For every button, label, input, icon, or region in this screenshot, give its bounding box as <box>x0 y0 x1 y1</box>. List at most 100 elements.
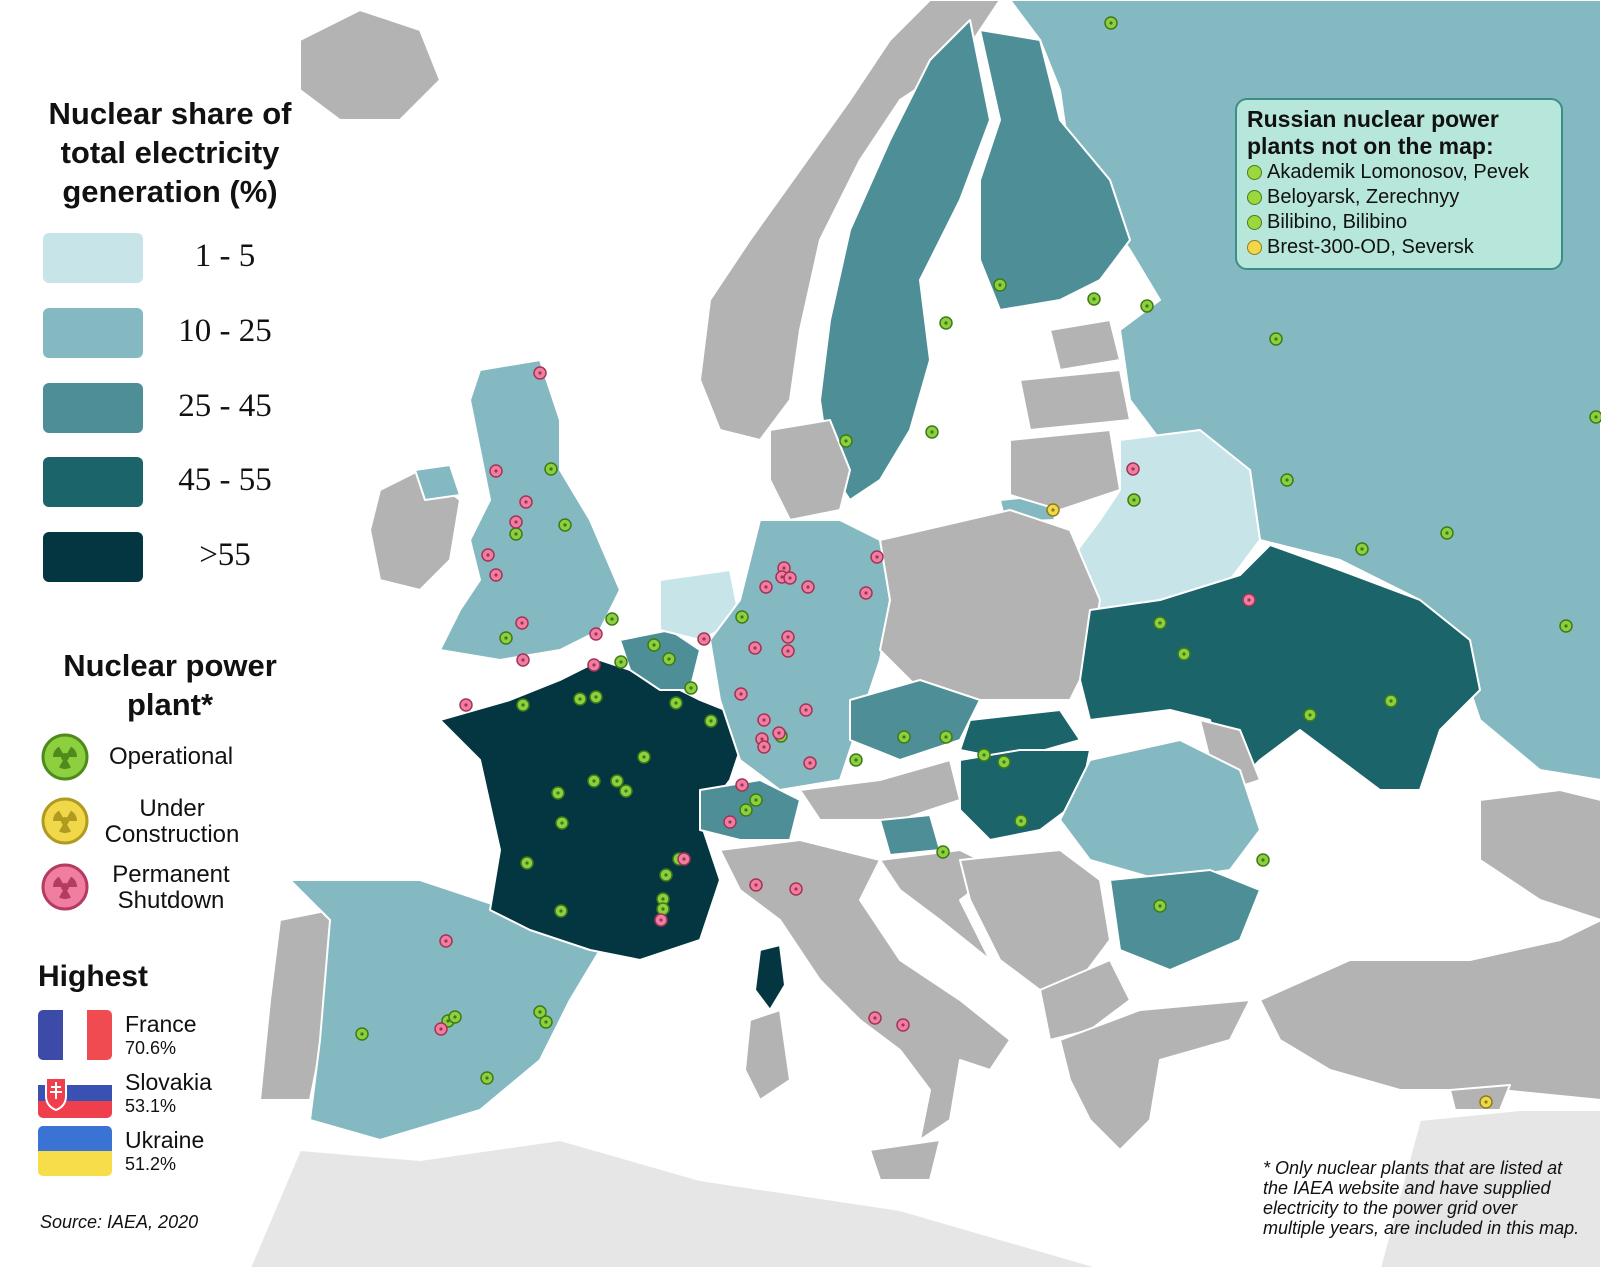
operational-plant-marker-core <box>1389 699 1393 703</box>
shutdown-plant-marker-core <box>782 566 786 570</box>
shutdown-plant-marker-core <box>806 585 810 589</box>
shutdown-plant-marker-core <box>760 737 764 741</box>
ukraine-flag <box>38 1126 112 1176</box>
operational-icon <box>41 733 89 781</box>
operational-plant-marker-core <box>1594 415 1598 419</box>
operational-plant-marker-core <box>485 1076 489 1080</box>
shutdown-plant-marker-core <box>486 553 490 557</box>
plant-markers <box>355 16 1601 1109</box>
operational-plant-marker-core <box>538 1010 542 1014</box>
operational-plant-marker-core <box>1360 547 1364 551</box>
footnote: * Only nuclear plants that are listed at… <box>1263 1158 1580 1238</box>
operational-dot-icon <box>1247 190 1262 205</box>
operational-plant-marker-core <box>504 636 508 640</box>
denmark-shape <box>769 419 851 521</box>
operational-plant-marker-core <box>652 643 656 647</box>
shutdown-plant-marker-core <box>804 708 808 712</box>
operational-plant-marker-core <box>514 532 518 536</box>
operational-plant-marker-core <box>1182 652 1186 656</box>
operational-plant-marker-core <box>661 897 665 901</box>
russia-plant-item: Bilibino, Bilibino <box>1247 210 1551 235</box>
operational-plant-marker-core <box>1274 337 1278 341</box>
finland-shape <box>979 29 1131 311</box>
uk-shape <box>439 359 621 661</box>
operational-plant-marker-core <box>592 779 596 783</box>
legend-label-10-25: 10 - 25 <box>178 313 272 349</box>
shutdown-plant-marker-core <box>521 658 525 662</box>
operational-plant-marker-core <box>560 821 564 825</box>
operational-dot-icon <box>1247 215 1262 230</box>
operational-plant-marker-core <box>944 321 948 325</box>
middle-east-shape <box>1379 1109 1601 1268</box>
operational-plant-marker-core <box>1564 624 1568 628</box>
operational-plant-marker-core <box>1261 858 1265 862</box>
operational-plant-marker-core <box>689 686 693 690</box>
operational-plant-marker-core <box>642 755 646 759</box>
under-construction-dot-icon <box>1247 240 1262 255</box>
highest-country-2: Slovakia <box>125 1069 212 1095</box>
legend-swatch-over-55 <box>43 532 143 582</box>
shutdown-plant-marker-core <box>592 663 596 667</box>
under-construction-plant-marker-core <box>1484 1100 1488 1104</box>
operational-plant-marker-core <box>1285 478 1289 482</box>
estonia-shape <box>1049 319 1121 371</box>
shutdown-plant-marker-core <box>864 591 868 595</box>
sicily-shape <box>869 1139 941 1181</box>
shutdown-plant-marker-core <box>728 820 732 824</box>
highest-value-2: 53.1% <box>125 1096 177 1116</box>
operational-plant-marker-core <box>661 907 665 911</box>
shutdown-plant-marker-core <box>808 761 812 765</box>
operational-plant-marker-core <box>624 789 628 793</box>
ukraine-shape <box>1079 544 1481 791</box>
under-construction-plant-marker-core <box>1051 508 1055 512</box>
russia-plant-item: Akademik Lomonosov, Pevek <box>1247 160 1551 185</box>
operational-plant-marker-core <box>360 1032 364 1036</box>
operational-plant-marker-core <box>549 467 553 471</box>
shutdown-plant-marker-core <box>794 887 798 891</box>
legend-label-25-45: 25 - 45 <box>178 388 272 424</box>
source-note: Source: IAEA, 2020 <box>40 1212 199 1232</box>
shutdown-plant-marker-core <box>777 731 781 735</box>
legend-label-over-55: >55 <box>199 537 251 573</box>
sardinia-shape <box>744 1009 791 1101</box>
legend-swatch-25-45 <box>43 383 143 433</box>
shutdown-plant-marker-core <box>786 649 790 653</box>
operational-plant-marker-core <box>944 735 948 739</box>
operational-plant-marker-core <box>1445 531 1449 535</box>
italy-shape <box>719 839 1011 1141</box>
under-construction-icon <box>41 797 89 845</box>
sweden-shape <box>819 19 991 501</box>
shutdown-plant-marker-core <box>659 918 663 922</box>
operational-plant-marker-core <box>544 1020 548 1024</box>
latvia-shape <box>1019 369 1131 431</box>
romania-shape <box>1059 739 1261 881</box>
operational-plant-marker-core <box>1109 21 1113 25</box>
highest-value-3: 51.2% <box>125 1154 177 1174</box>
permanent-shutdown-icon <box>41 863 89 911</box>
legend-label-45-55: 45 - 55 <box>178 462 272 498</box>
highest-country-1: France <box>125 1011 197 1037</box>
permanent-shutdown-label: Permanent Shutdown <box>112 861 230 914</box>
shutdown-plant-marker-core <box>753 646 757 650</box>
caucasus-shape <box>1479 789 1601 921</box>
operational-plant-marker-core <box>1092 297 1096 301</box>
operational-plant-marker-core <box>664 873 668 877</box>
operational-plant-marker-core <box>998 283 1002 287</box>
hungary-shape <box>959 749 1091 841</box>
operational-plant-marker-core <box>615 779 619 783</box>
operational-plant-marker-core <box>754 798 758 802</box>
operational-plant-marker-core <box>1002 760 1006 764</box>
lithuania-shape <box>1009 429 1121 511</box>
shutdown-plant-marker-core <box>1131 467 1135 471</box>
operational-plant-marker-core <box>610 617 614 621</box>
operational-plant-marker-core <box>709 719 713 723</box>
operational-plant-marker-core <box>563 523 567 527</box>
operational-plant-marker-core <box>744 808 748 812</box>
shutdown-plant-marker-core <box>594 632 598 636</box>
shutdown-plant-marker-core <box>764 585 768 589</box>
operational-plant-marker-core <box>1158 904 1162 908</box>
shutdown-plant-marker-core <box>444 939 448 943</box>
north-africa-shape <box>249 1139 1101 1268</box>
highest-title: Highest <box>38 960 149 993</box>
